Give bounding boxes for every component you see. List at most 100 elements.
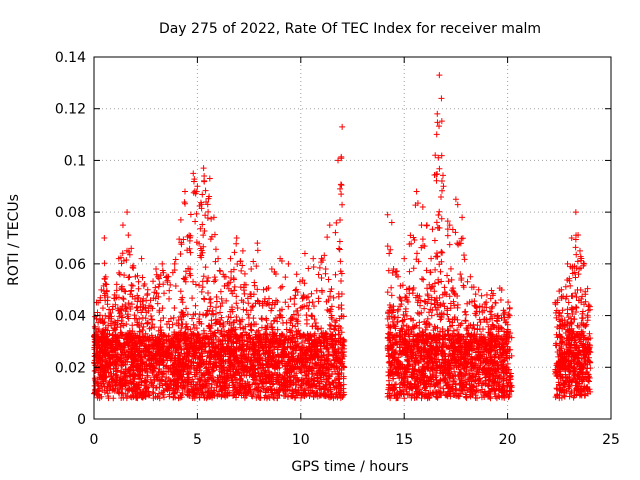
- data-point: [586, 330, 593, 337]
- data-point: [208, 381, 215, 388]
- data-point: [295, 312, 302, 319]
- data-point: [309, 359, 316, 366]
- data-point: [454, 301, 461, 308]
- data-point: [149, 389, 156, 396]
- data-point: [92, 325, 99, 332]
- data-point: [293, 308, 300, 315]
- data-point: [129, 282, 136, 289]
- data-point: [142, 330, 149, 337]
- data-point: [247, 322, 254, 329]
- data-point: [401, 395, 408, 402]
- data-point: [144, 320, 151, 327]
- data-point: [256, 395, 263, 402]
- data-point: [240, 306, 247, 313]
- data-point: [332, 319, 339, 326]
- data-point: [134, 307, 141, 314]
- data-point: [310, 303, 317, 310]
- data-point: [215, 351, 222, 358]
- data-points: [91, 72, 594, 402]
- data-point: [155, 390, 162, 397]
- data-point: [160, 314, 167, 321]
- data-point: [326, 321, 333, 328]
- data-point: [505, 299, 512, 306]
- data-point: [125, 300, 132, 307]
- data-point: [233, 300, 240, 307]
- data-point: [144, 372, 151, 379]
- data-point: [139, 333, 146, 340]
- data-point: [159, 382, 166, 389]
- data-point: [213, 319, 220, 326]
- data-point: [202, 365, 209, 372]
- data-point: [463, 394, 470, 401]
- data-point: [249, 393, 256, 400]
- data-point: [470, 321, 477, 328]
- data-point: [166, 295, 173, 302]
- data-point: [260, 385, 267, 392]
- data-point: [171, 305, 178, 312]
- data-point: [421, 305, 428, 312]
- data-point: [146, 325, 153, 332]
- data-point: [303, 312, 310, 319]
- data-point: [219, 373, 226, 380]
- data-point: [472, 291, 479, 298]
- data-point: [271, 317, 278, 324]
- data-point: [117, 369, 124, 376]
- data-point: [144, 368, 151, 375]
- data-point: [189, 315, 196, 322]
- data-point: [453, 386, 460, 393]
- chart-title: Day 275 of 2022, Rate Of TEC Index for r…: [159, 21, 541, 37]
- data-point: [101, 383, 108, 390]
- grid-lines: [94, 57, 611, 419]
- data-point: [260, 362, 267, 369]
- data-point: [157, 324, 164, 331]
- data-point: [133, 304, 140, 311]
- data-point: [497, 297, 504, 304]
- data-point: [146, 391, 153, 398]
- data-point: [209, 368, 216, 375]
- data-point: [428, 312, 435, 319]
- data-point: [236, 317, 243, 324]
- data-point: [169, 321, 176, 328]
- data-point: [330, 294, 337, 301]
- data-point: [185, 392, 192, 399]
- data-point: [479, 326, 486, 333]
- data-point: [324, 307, 331, 314]
- data-point: [218, 331, 225, 338]
- data-point: [424, 315, 431, 322]
- data-point: [292, 338, 299, 345]
- data-point: [276, 391, 283, 398]
- data-point: [330, 326, 337, 333]
- data-point: [303, 302, 310, 309]
- data-point: [404, 391, 411, 398]
- data-point: [110, 395, 117, 402]
- data-point: [573, 379, 580, 386]
- data-point: [119, 375, 126, 382]
- data-point: [158, 377, 165, 384]
- data-point: [301, 338, 308, 345]
- data-point: [217, 309, 224, 316]
- data-point: [190, 321, 197, 328]
- data-point: [219, 300, 226, 307]
- data-point: [462, 317, 469, 324]
- data-point: [233, 293, 240, 300]
- data-point: [450, 327, 457, 334]
- data-point: [472, 303, 479, 310]
- data-point: [306, 337, 313, 344]
- data-point: [156, 309, 163, 316]
- data-point: [161, 290, 168, 297]
- data-point: [248, 327, 255, 334]
- data-point: [384, 289, 391, 296]
- data-point: [242, 384, 249, 391]
- data-point: [340, 381, 347, 388]
- data-point: [152, 284, 159, 291]
- data-point: [261, 298, 268, 305]
- data-point: [282, 392, 289, 399]
- data-point: [394, 314, 401, 321]
- data-point: [155, 368, 162, 375]
- data-point: [119, 295, 126, 302]
- data-point: [291, 295, 298, 302]
- data-point: [221, 333, 228, 340]
- data-point: [123, 321, 130, 328]
- data-point: [139, 366, 146, 373]
